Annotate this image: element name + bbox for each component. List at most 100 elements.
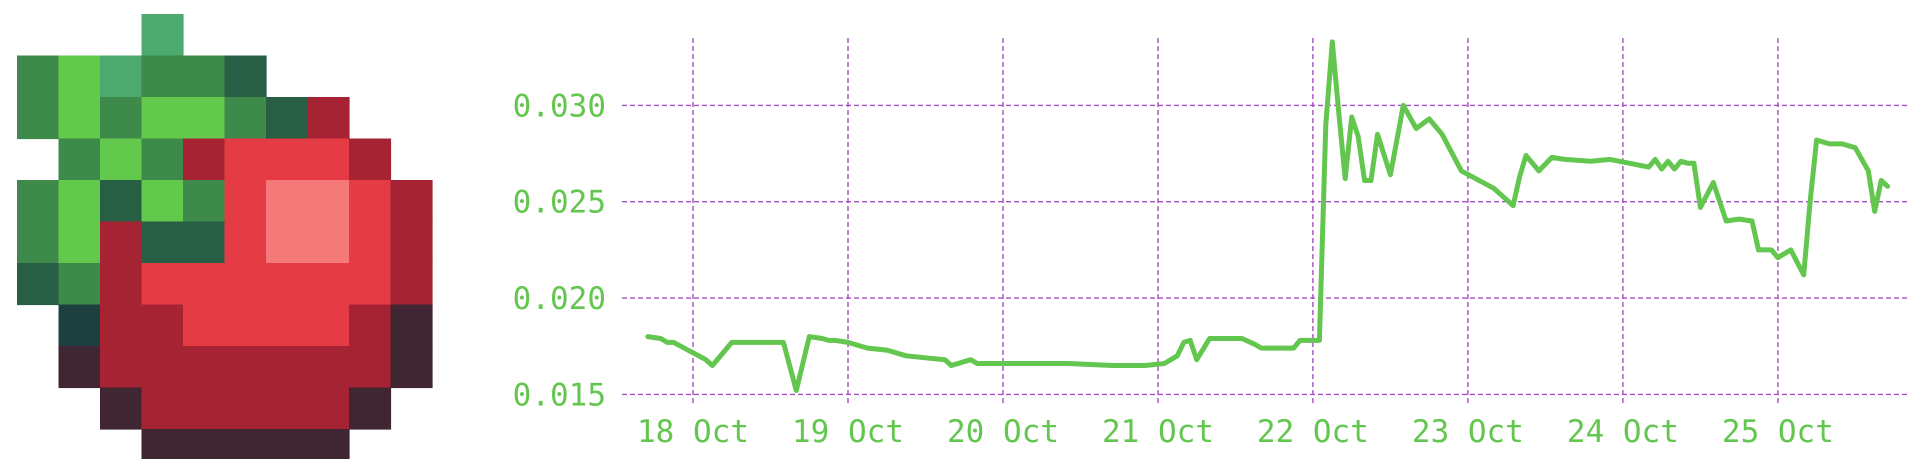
apple-pixel: [349, 346, 392, 389]
apple-pixel: [307, 221, 350, 264]
apple-pixel: [183, 97, 226, 140]
y-tick-label: 0.025: [513, 185, 606, 221]
apple-pixel: [266, 346, 309, 389]
apple-pixel: [100, 55, 143, 98]
apple-pixel: [141, 304, 184, 347]
x-axis-ticks: 18 Oct 19 Oct 20 Oct 21 Oct 22 Oct 23 Oct 24 O…: [637, 414, 1834, 450]
apple-pixel: [266, 221, 309, 264]
apple-pixel: [349, 138, 392, 181]
apple-pixel: [58, 55, 101, 98]
apple-pixel: [390, 304, 433, 347]
apple-pixel: [58, 346, 101, 389]
x-tick-label: 21 Oct: [1102, 414, 1214, 450]
apple-pixel: [349, 263, 392, 306]
apple-pixel: [141, 429, 184, 459]
apple-pixel: [266, 263, 309, 306]
apple-pixel: [390, 346, 433, 389]
apple-pixel: [224, 97, 267, 140]
apple-pixel: [17, 55, 60, 98]
series-line: [645, 39, 1891, 393]
apple-pixel: [390, 263, 433, 306]
apple-pixel: [141, 263, 184, 306]
apple-pixel: [17, 180, 60, 223]
y-tick-label: 0.030: [513, 88, 606, 124]
apple-pixel: [307, 97, 350, 140]
apple-pixel: [266, 97, 309, 140]
apple-pixel: [224, 138, 267, 181]
apple-pixel: [224, 387, 267, 430]
apple-pixel: [307, 180, 350, 223]
apple-pixel: [100, 221, 143, 264]
apple-pixel: [307, 429, 350, 459]
apple-pixel: [183, 138, 226, 181]
apple-pixel: [183, 387, 226, 430]
apple-pixel: [141, 138, 184, 181]
x-tick-label: 22 Oct: [1257, 414, 1369, 450]
apple-pixel: [100, 138, 143, 181]
apple-pixel: [17, 221, 60, 264]
apple-pixel: [183, 55, 226, 98]
apple-pixel: [307, 138, 350, 181]
apple-pixel: [266, 429, 309, 459]
apple-pixel: [100, 387, 143, 430]
apple-pixel: [58, 221, 101, 264]
x-tick-label: 19 Oct: [792, 414, 904, 450]
x-tick-label: 25 Oct: [1722, 414, 1834, 450]
apple-pixel: [100, 263, 143, 306]
apple-pixel: [307, 263, 350, 306]
chart-series: [645, 39, 1891, 393]
apple-pixel: [58, 304, 101, 347]
apple-pixel: [141, 14, 184, 57]
apple-pixel: [183, 263, 226, 306]
apple-pixel: [224, 180, 267, 223]
apple-pixel: [17, 97, 60, 140]
chart-grid: [622, 38, 1907, 404]
apple-pixel: [58, 97, 101, 140]
y-tick-label: 0.015: [513, 377, 606, 413]
apple-pixel: [224, 263, 267, 306]
y-tick-label: 0.020: [513, 281, 606, 317]
apple-pixel: [224, 346, 267, 389]
apple-pixel: [141, 221, 184, 264]
apple-pixel: [183, 221, 226, 264]
apple-pixel: [390, 180, 433, 223]
x-tick-label: 18 Oct: [637, 414, 749, 450]
apple-pixel: [349, 387, 392, 430]
x-tick-label: 20 Oct: [947, 414, 1059, 450]
apple-pixel: [141, 180, 184, 223]
y-axis-ticks: 0.015 0.020 0.025 0.030: [513, 88, 606, 413]
apple-pixel: [100, 180, 143, 223]
apple-pixel: [266, 304, 309, 347]
apple-pixel: [100, 304, 143, 347]
apple-pixel: [266, 387, 309, 430]
apple-pixel: [307, 387, 350, 430]
apple-pixel: [266, 138, 309, 181]
apple-pixel: [307, 346, 350, 389]
apple-pixel: [17, 263, 60, 306]
apple-pixel: [183, 346, 226, 389]
apple-pixel: [266, 180, 309, 223]
apple-pixel: [349, 304, 392, 347]
apple-pixel: [141, 346, 184, 389]
apple-pixel: [224, 429, 267, 459]
apple-pixel: [224, 221, 267, 264]
apple-pixel: [100, 346, 143, 389]
apple-pixel: [141, 97, 184, 140]
x-tick-label: 24 Oct: [1567, 414, 1679, 450]
apple-pixel: [183, 180, 226, 223]
apple-pixel: [224, 304, 267, 347]
apple-pixel: [390, 221, 433, 264]
apple-pixel: [100, 97, 143, 140]
apple-pixel: [349, 221, 392, 264]
apple-pixel: [58, 138, 101, 181]
apple-pixel: [58, 263, 101, 306]
apple-pixel: [183, 304, 226, 347]
apple-pixel: [141, 55, 184, 98]
apple-pixel: [183, 429, 226, 459]
x-tick-label: 23 Oct: [1412, 414, 1524, 450]
apple-pixel: [224, 55, 267, 98]
apple-icon: [17, 14, 433, 459]
apple-pixel: [141, 387, 184, 430]
apple-pixel: [307, 304, 350, 347]
apple-pixel: [58, 180, 101, 223]
